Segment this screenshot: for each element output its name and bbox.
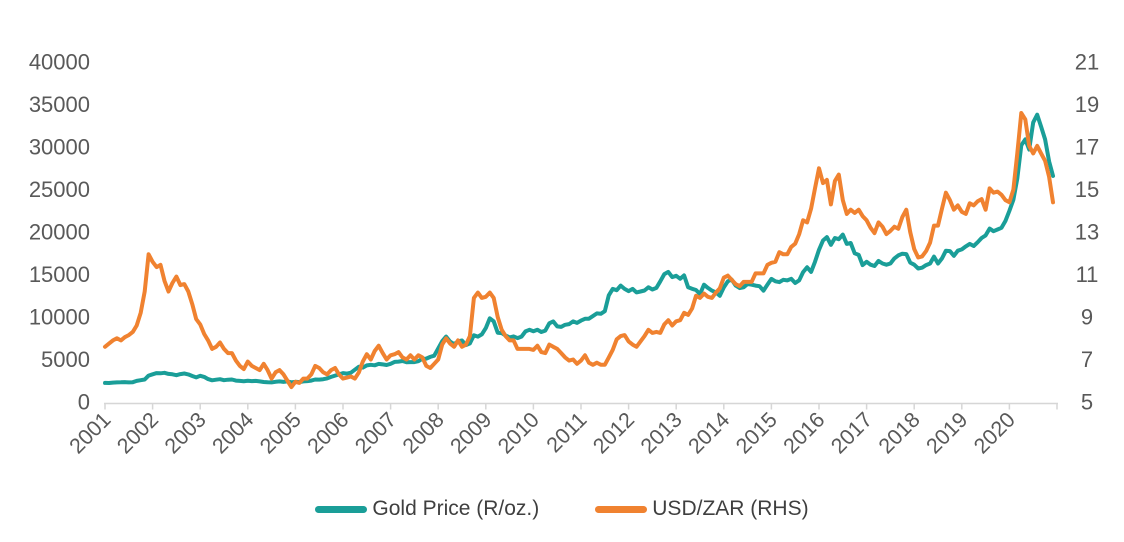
svg-text:2007: 2007 xyxy=(350,408,401,459)
svg-text:2015: 2015 xyxy=(731,408,782,459)
svg-text:2002: 2002 xyxy=(112,408,163,459)
svg-text:0: 0 xyxy=(78,390,90,415)
gold-zar-chart: 0 5000 10000 15000 20000 25000 30000 35000 40000… xyxy=(29,50,1099,459)
svg-text:11: 11 xyxy=(1076,262,1099,287)
chart-legend: Gold Price (R/oz.) USD/ZAR (RHS) xyxy=(0,497,1124,521)
svg-text:19: 19 xyxy=(1075,92,1099,117)
svg-text:2011: 2011 xyxy=(542,408,592,458)
svg-text:2016: 2016 xyxy=(779,408,830,459)
x-axis-tick-labels: 2001200220032004200520062007200820092010… xyxy=(65,408,1020,459)
x-axis-line xyxy=(104,402,1058,410)
svg-text:5000: 5000 xyxy=(41,347,90,372)
svg-text:2008: 2008 xyxy=(398,408,449,459)
svg-text:17: 17 xyxy=(1075,135,1099,160)
svg-text:2005: 2005 xyxy=(255,408,306,459)
svg-text:2014: 2014 xyxy=(684,408,735,459)
gold-price-series-line xyxy=(103,112,1055,385)
svg-text:2003: 2003 xyxy=(160,408,211,459)
svg-text:25000: 25000 xyxy=(29,177,90,202)
svg-text:2010: 2010 xyxy=(493,408,544,459)
svg-text:9: 9 xyxy=(1081,305,1093,330)
usdzar-swatch xyxy=(595,505,648,513)
svg-text:2004: 2004 xyxy=(208,408,259,459)
svg-text:10000: 10000 xyxy=(29,305,90,330)
svg-text:2018: 2018 xyxy=(874,408,925,459)
svg-text:15: 15 xyxy=(1075,177,1099,202)
svg-text:2020: 2020 xyxy=(969,408,1020,459)
svg-text:13: 13 xyxy=(1075,220,1099,245)
svg-text:40000: 40000 xyxy=(29,50,90,75)
gold-price-legend-label: Gold Price (R/oz.) xyxy=(372,497,540,520)
svg-text:2001: 2001 xyxy=(65,408,116,459)
svg-text:15000: 15000 xyxy=(29,262,90,287)
svg-text:2006: 2006 xyxy=(303,408,354,459)
gold-price-swatch xyxy=(315,505,368,513)
usdzar-series-line xyxy=(103,111,1055,390)
svg-text:2009: 2009 xyxy=(446,408,497,459)
svg-text:5: 5 xyxy=(1081,390,1093,415)
y-axis-left-labels: 0 5000 10000 15000 20000 25000 30000 35000 40000 xyxy=(29,50,90,415)
svg-text:2012: 2012 xyxy=(588,408,639,459)
svg-text:7: 7 xyxy=(1081,347,1093,372)
svg-text:21: 21 xyxy=(1075,50,1099,75)
svg-text:2017: 2017 xyxy=(826,408,877,459)
usdzar-legend-label: USD/ZAR (RHS) xyxy=(652,497,809,520)
legend-item-usdzar: USD/ZAR (RHS) xyxy=(595,497,809,521)
y-axis-right-labels: 5 7 9 11 13 15 17 19 21 xyxy=(1075,50,1099,415)
svg-text:2013: 2013 xyxy=(636,408,687,459)
svg-text:35000: 35000 xyxy=(29,92,90,117)
svg-text:20000: 20000 xyxy=(29,220,90,245)
svg-text:2019: 2019 xyxy=(922,408,973,459)
legend-item-gold-price: Gold Price (R/oz.) xyxy=(315,497,539,521)
svg-text:30000: 30000 xyxy=(29,135,90,160)
